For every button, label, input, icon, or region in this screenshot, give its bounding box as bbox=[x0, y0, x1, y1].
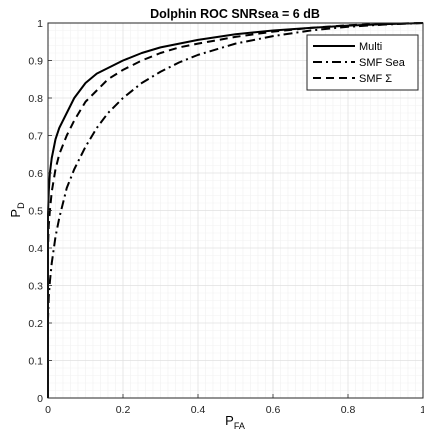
chart-title: Dolphin ROC SNRsea = 6 dB bbox=[150, 7, 320, 21]
x-tick-label: 0 bbox=[45, 404, 51, 416]
x-tick-label: 0.2 bbox=[116, 404, 131, 416]
x-tick-label: 0.8 bbox=[341, 404, 356, 416]
x-tick-label: 1 bbox=[420, 404, 424, 416]
legend-box bbox=[306, 34, 419, 91]
roc-line-smf bbox=[47, 22, 424, 398]
y-tick-label: 0.8 bbox=[28, 93, 43, 105]
y-tick-label: 0.6 bbox=[28, 168, 43, 180]
x-axis-ticks: 0 0.2 0.4 0.6 0.8 1 bbox=[45, 394, 424, 416]
y-tick-label: 0.3 bbox=[28, 281, 43, 293]
y-tick-label: 0.9 bbox=[28, 56, 43, 68]
y-tick-label: 0.7 bbox=[28, 131, 43, 143]
y-tick-label: 0.4 bbox=[28, 243, 43, 255]
legend-label-multi: Multi bbox=[359, 41, 382, 53]
y-tick-label: 1 bbox=[37, 18, 43, 30]
x-tick-label: 0.4 bbox=[191, 404, 206, 416]
roc-line-smf-sea bbox=[47, 22, 424, 398]
y-axis-ticks: 0 0.1 0.2 0.3 0.4 0.5 0.6 0.7 0.8 0.9 1 bbox=[28, 18, 52, 405]
y-axis-label: PD bbox=[8, 202, 26, 218]
x-axis-label: PFA bbox=[225, 413, 245, 431]
legend-label-smf-sigma: SMF Σ bbox=[359, 73, 392, 85]
y-tick-label: 0 bbox=[37, 393, 43, 405]
x-tick-label: 0.6 bbox=[266, 404, 281, 416]
legend: Multi SMF Sea SMF Σ bbox=[306, 34, 419, 91]
legend-label-smf-sea: SMF Sea bbox=[359, 57, 406, 69]
roc-curves bbox=[47, 22, 424, 398]
y-tick-label: 0.1 bbox=[28, 356, 43, 368]
y-tick-label: 0.5 bbox=[28, 206, 43, 218]
y-tick-label: 0.2 bbox=[28, 318, 43, 330]
